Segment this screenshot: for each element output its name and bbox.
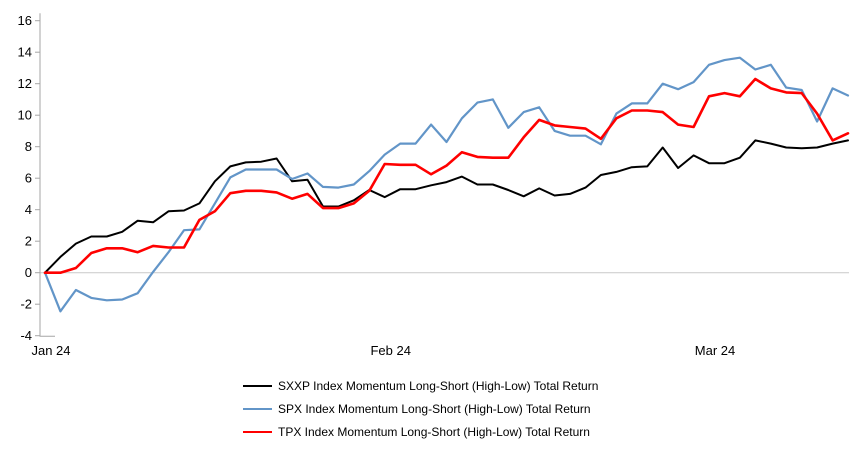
legend-item-spx: SPX Index Momentum Long-Short (High-Low)… bbox=[243, 402, 598, 416]
y-axis-tick-label: -4 bbox=[20, 328, 32, 343]
y-axis-tick-label: 12 bbox=[18, 76, 32, 91]
y-axis-tick-label: -2 bbox=[20, 297, 32, 312]
spx-line-swatch bbox=[243, 407, 272, 411]
series-line-sxxp bbox=[44, 139, 849, 274]
y-axis-tick-label: 6 bbox=[25, 171, 32, 186]
y-axis-tick-label: 0 bbox=[25, 265, 32, 280]
legend-label-spx: SPX Index Momentum Long-Short (High-Low)… bbox=[278, 402, 591, 416]
sxxp-line-swatch bbox=[243, 385, 272, 387]
x-axis-tick-label: Feb 24 bbox=[370, 343, 410, 358]
tpx-line-swatch bbox=[243, 430, 272, 434]
x-axis-tick-label: Jan 24 bbox=[31, 343, 70, 358]
legend-label-tpx: TPX Index Momentum Long-Short (High-Low)… bbox=[278, 425, 590, 439]
chart-legend: SXXP Index Momentum Long-Short (High-Low… bbox=[243, 379, 598, 439]
y-axis-tick-label: 14 bbox=[18, 45, 32, 60]
legend-item-tpx: TPX Index Momentum Long-Short (High-Low)… bbox=[243, 425, 598, 439]
legend-label-sxxp: SXXP Index Momentum Long-Short (High-Low… bbox=[278, 379, 599, 393]
series-line-spx bbox=[43, 56, 850, 313]
x-axis-tick-label: Mar 24 bbox=[695, 343, 735, 358]
y-axis-line bbox=[39, 13, 55, 337]
y-axis-tick-label: 2 bbox=[25, 234, 32, 249]
y-axis-tick-label: 16 bbox=[18, 13, 32, 28]
series-line-tpx bbox=[43, 77, 850, 275]
y-axis-tick-label: 8 bbox=[25, 139, 32, 154]
legend-item-sxxp: SXXP Index Momentum Long-Short (High-Low… bbox=[243, 379, 598, 393]
y-axis-tick-label: 4 bbox=[25, 202, 32, 217]
y-axis-tick-label: 10 bbox=[18, 108, 32, 123]
